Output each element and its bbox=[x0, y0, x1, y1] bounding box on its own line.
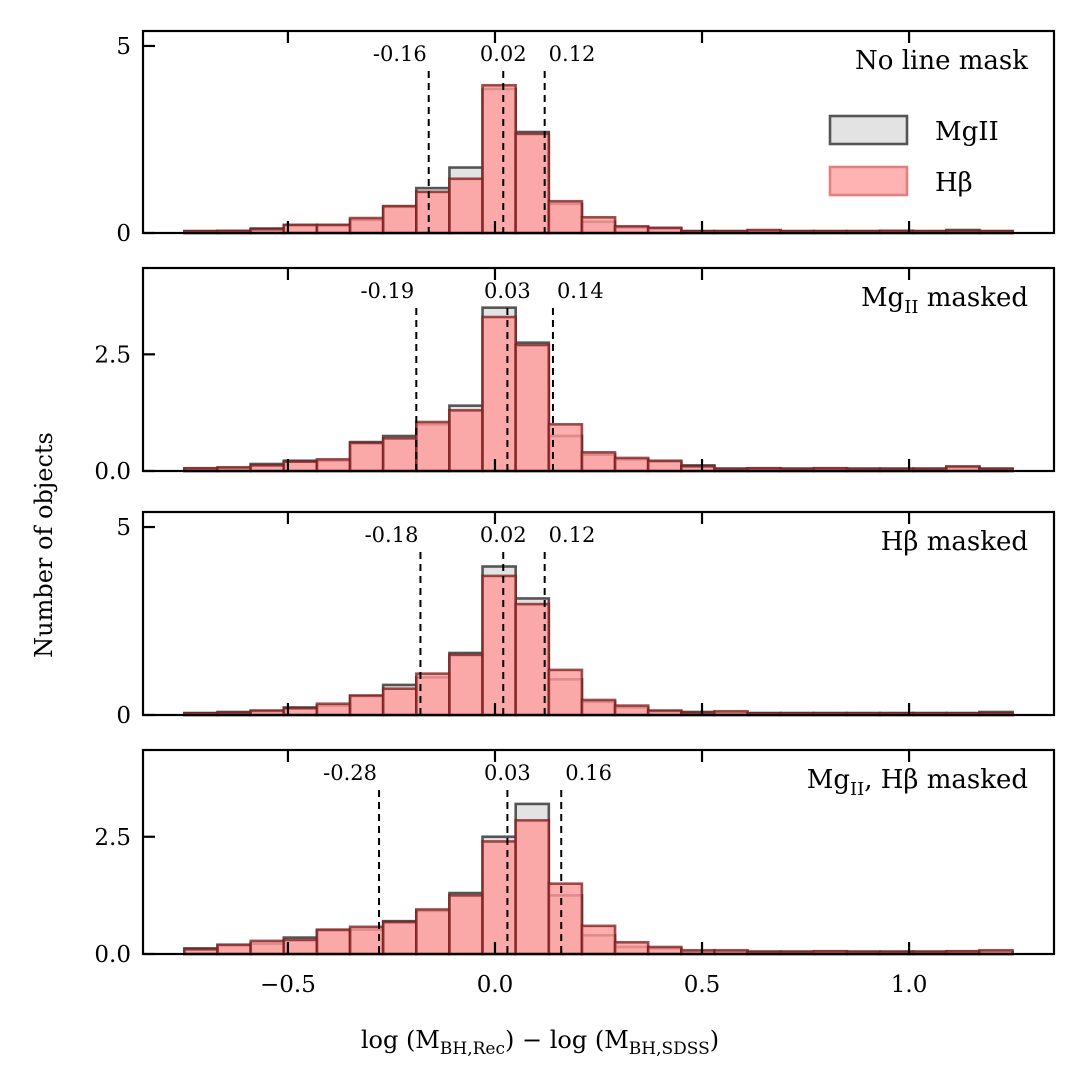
panel-frame bbox=[141, 29, 1056, 235]
vline-label: 0.16 bbox=[565, 761, 612, 785]
hbeta-bar bbox=[613, 940, 650, 956]
hbeta-bar bbox=[646, 459, 683, 473]
hbeta-bar bbox=[448, 894, 484, 956]
y-tick-label: 5 bbox=[116, 515, 131, 541]
panel-1: 0 5 -0.16 0.02 0.12 No line mask MgII Hβ bbox=[116, 29, 1056, 247]
hbeta-bar bbox=[481, 840, 517, 956]
vline-label: -0.16 bbox=[373, 42, 427, 66]
hbeta-bar bbox=[381, 920, 418, 956]
hbeta-bar bbox=[613, 704, 650, 717]
hbeta-bar bbox=[580, 451, 617, 473]
hbeta-bar bbox=[448, 653, 484, 717]
legend-label: Hβ bbox=[935, 168, 973, 198]
hbeta-bar bbox=[547, 882, 584, 956]
hbeta-bar bbox=[315, 702, 352, 717]
y-axis-label: Number of objects bbox=[30, 432, 58, 658]
hbeta-bar bbox=[348, 694, 385, 717]
hbeta-bar bbox=[514, 602, 551, 717]
vline-label: 0.12 bbox=[549, 523, 596, 547]
hbeta-bar bbox=[348, 441, 385, 473]
hbeta-bar bbox=[315, 223, 352, 235]
vline-label: 0.03 bbox=[484, 761, 531, 785]
hbeta-bar bbox=[481, 315, 517, 473]
y-tick-label: 0 bbox=[116, 703, 131, 729]
y-tick-label: 0.0 bbox=[94, 459, 131, 485]
hbeta-bar bbox=[414, 908, 451, 956]
hbeta-bar bbox=[414, 672, 451, 717]
x-tick-label: −0.5 bbox=[260, 972, 316, 998]
hbeta-bar bbox=[580, 698, 617, 717]
hbeta-bar bbox=[381, 204, 418, 235]
panel-2: 0.0 2.5 -0.19 0.03 0.14 MgII masked bbox=[94, 266, 1056, 485]
vline-label: 0.14 bbox=[557, 279, 604, 303]
y-tick-label: 0 bbox=[116, 221, 131, 247]
vline-label: 0.03 bbox=[484, 279, 531, 303]
hbeta-bar bbox=[514, 343, 551, 473]
vline-label: -0.28 bbox=[323, 761, 377, 785]
vline-label: -0.19 bbox=[360, 279, 414, 303]
hbeta-bar bbox=[547, 199, 584, 235]
hbeta-bar bbox=[613, 456, 650, 473]
vline-label: -0.18 bbox=[365, 523, 419, 547]
hbeta-bar bbox=[580, 924, 617, 956]
legend: MgII Hβ bbox=[828, 114, 999, 198]
y-tick-label: 2.5 bbox=[94, 342, 131, 368]
legend-swatch bbox=[828, 114, 909, 146]
hbeta-bar bbox=[381, 687, 418, 717]
panel-frame bbox=[141, 266, 1056, 473]
hbeta-bar bbox=[481, 574, 517, 717]
panel-title: No line mask bbox=[855, 46, 1028, 76]
hbeta-bar bbox=[315, 458, 352, 473]
panel-frame bbox=[141, 510, 1056, 717]
y-tick-label: 0.0 bbox=[94, 942, 131, 968]
hbeta-bar bbox=[348, 216, 385, 235]
legend-label: MgII bbox=[935, 117, 999, 147]
y-tick-label: 2.5 bbox=[94, 825, 131, 851]
panels-group: 0 5 -0.16 0.02 0.12 No line mask MgII Hβ 0.0 2.5 -… bbox=[94, 29, 1056, 998]
hbeta-bar bbox=[448, 177, 484, 235]
hbeta-bar bbox=[381, 437, 418, 473]
x-tick-label: 0.0 bbox=[477, 972, 514, 998]
x-tick-label: 0.5 bbox=[684, 972, 721, 998]
legend-swatch bbox=[828, 165, 909, 197]
hbeta-bar bbox=[315, 928, 352, 956]
hbeta-bar bbox=[481, 83, 517, 235]
panel-title: Hβ masked bbox=[881, 527, 1028, 557]
vline-label: 0.02 bbox=[480, 523, 527, 547]
panel-title: MgII masked bbox=[861, 283, 1028, 318]
hbeta-bar bbox=[414, 190, 451, 235]
hbeta-bar bbox=[249, 939, 286, 956]
vline-label: 0.02 bbox=[480, 42, 527, 66]
hbeta-bar bbox=[414, 420, 451, 473]
y-tick-label: 5 bbox=[116, 34, 131, 60]
panel-4: 0.0 2.5 -0.28 0.03 0.16 MgII, Hβ masked −0.5 0.… bbox=[94, 748, 1056, 998]
hbeta-bar bbox=[580, 215, 617, 235]
panel-3: 0 5 -0.18 0.02 0.12 Hβ masked bbox=[116, 510, 1056, 729]
hbeta-bar bbox=[547, 668, 584, 717]
vline-label: 0.12 bbox=[549, 42, 596, 66]
hbeta-bar bbox=[514, 819, 551, 956]
panel-title: MgII, Hβ masked bbox=[807, 765, 1028, 800]
x-tick-label: 1.0 bbox=[891, 972, 928, 998]
panel-frame bbox=[141, 748, 1056, 956]
hbeta-bar bbox=[448, 409, 484, 473]
x-axis-label: log (MBH,Rec) − log (MBH,SDSS) bbox=[361, 1026, 719, 1059]
hbeta-bar bbox=[216, 943, 252, 956]
